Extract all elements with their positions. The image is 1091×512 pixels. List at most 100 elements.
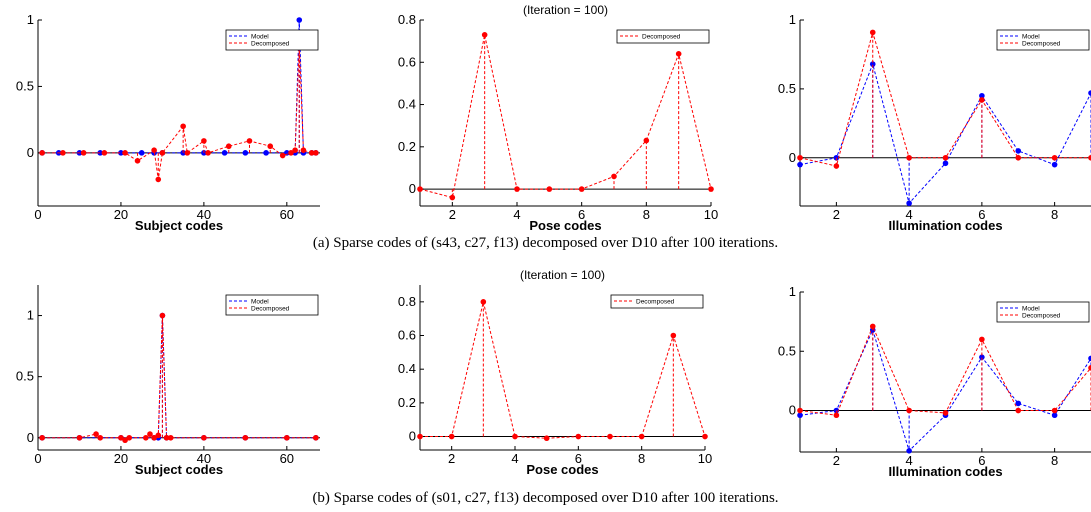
data-point-decomposed (147, 431, 153, 437)
data-point-model (1051, 412, 1058, 419)
x-tick-label: 40 (197, 207, 211, 222)
data-point-decomposed (833, 412, 840, 419)
data-point-decomposed (60, 150, 66, 156)
y-tick-label: 0 (409, 429, 416, 444)
data-point-decomposed (155, 432, 162, 439)
y-tick-label: 0.6 (398, 54, 416, 69)
y-tick-label: 0.6 (398, 328, 416, 343)
data-point-decomposed (155, 176, 162, 183)
data-point-decomposed (284, 434, 290, 441)
data-point-model (1088, 355, 1091, 362)
legend-label-decomposed: Decomposed (642, 33, 681, 40)
data-point-decomposed (225, 143, 232, 150)
data-point-model (942, 160, 949, 167)
legend-box (225, 294, 319, 316)
chart-title: (Iteration = 100) (520, 268, 605, 282)
chart-title: (Iteration = 100) (523, 3, 608, 17)
y-tick-label: 0.4 (398, 361, 416, 376)
data-point-decomposed (611, 173, 617, 180)
y-tick-label: 1 (789, 12, 796, 27)
x-tick-label: 60 (280, 207, 294, 222)
data-point-decomposed (151, 147, 157, 153)
data-point-decomposed (1088, 154, 1091, 161)
data-point-model (118, 150, 124, 156)
data-point-decomposed (101, 150, 108, 156)
data-point-model (296, 17, 303, 23)
y-tick-label: 0.2 (398, 139, 416, 154)
legend-label-model: Model (251, 298, 269, 305)
data-point-decomposed (205, 150, 211, 156)
data-point-decomposed (1088, 365, 1091, 371)
data-point-decomposed (97, 434, 104, 441)
legend-label-model: Model (251, 33, 269, 40)
legend-label-decomposed: Decomposed (636, 298, 675, 305)
data-point-decomposed (481, 31, 488, 38)
data-point-model (979, 92, 985, 99)
legend-label-decomposed: Decomposed (251, 305, 290, 312)
x-tick-label: 6 (978, 207, 985, 222)
x-axis-label: Pose codes (526, 462, 598, 477)
data-point-decomposed (942, 410, 949, 416)
data-point-decomposed (308, 150, 315, 156)
y-tick-label: 0 (27, 430, 34, 445)
y-tick-label: 0.2 (398, 395, 416, 410)
legend-label-model: Model (1022, 33, 1040, 40)
data-point-decomposed (76, 434, 83, 441)
x-axis-label: Illumination codes (888, 464, 1002, 479)
data-point-decomposed (512, 433, 518, 440)
series-line-decomposed (799, 325, 1091, 416)
data-point-model (221, 150, 228, 156)
data-point-decomposed (448, 433, 455, 440)
data-point-model (906, 448, 912, 454)
data-point-decomposed (607, 433, 613, 440)
data-point-decomposed (201, 434, 207, 441)
data-point-decomposed (833, 163, 840, 169)
data-point-decomposed (246, 138, 253, 144)
data-point-decomposed (167, 434, 174, 441)
y-tick-label: 0.5 (778, 81, 796, 96)
legend-box (996, 29, 1090, 51)
data-point-decomposed (80, 150, 87, 156)
y-tick-label: 0.5 (778, 343, 796, 358)
data-point-model (138, 150, 145, 156)
caption-a: (a) Sparse codes of (s43, c27, f13) deco… (312, 235, 779, 251)
x-tick-label: 0 (34, 207, 41, 222)
data-point-decomposed (797, 407, 803, 414)
data-point-decomposed (1015, 407, 1022, 414)
legend-box (610, 294, 704, 309)
data-point-decomposed (797, 154, 803, 161)
data-point-decomposed (159, 150, 166, 156)
x-axis-label: Subject codes (135, 462, 223, 477)
data-point-decomposed (979, 97, 985, 103)
data-point-model (242, 150, 249, 156)
data-point-decomposed (1051, 154, 1058, 161)
data-point-decomposed (575, 433, 582, 440)
series-line-decomposed (799, 30, 1091, 167)
x-tick-label: 20 (114, 207, 128, 222)
data-point-decomposed (93, 431, 99, 437)
y-tick-label: 0.8 (398, 12, 416, 27)
x-axis-label: Illumination codes (888, 218, 1002, 233)
data-point-decomposed (675, 51, 682, 57)
data-point-decomposed (163, 434, 170, 441)
series-line-decomposed (419, 34, 712, 199)
x-tick-label: 4 (513, 207, 520, 222)
y-tick-label: 0.4 (398, 97, 416, 112)
x-tick-label: 6 (978, 453, 985, 468)
x-tick-label: 8 (643, 207, 650, 222)
data-point-model (97, 150, 104, 156)
data-point-model (1015, 400, 1022, 407)
panel-a-illumination: 2 4 6 8 0 0.5 1 Illumination codes ModelDecompos… (778, 12, 1091, 233)
data-point-decomposed (546, 186, 553, 192)
panel-b-illumination: 2 4 6 8 0 0.5 1 Illumination codes ModelDecompos… (778, 284, 1091, 479)
data-point-decomposed (643, 137, 650, 144)
x-tick-label: 4 (906, 207, 913, 222)
x-tick-label: 2 (833, 207, 840, 222)
x-tick-label: 8 (1051, 453, 1058, 468)
data-point-decomposed (201, 138, 207, 144)
x-axis-label: Pose codes (529, 218, 601, 233)
data-point-decomposed (126, 434, 133, 441)
series-line-decomposed (420, 301, 706, 439)
